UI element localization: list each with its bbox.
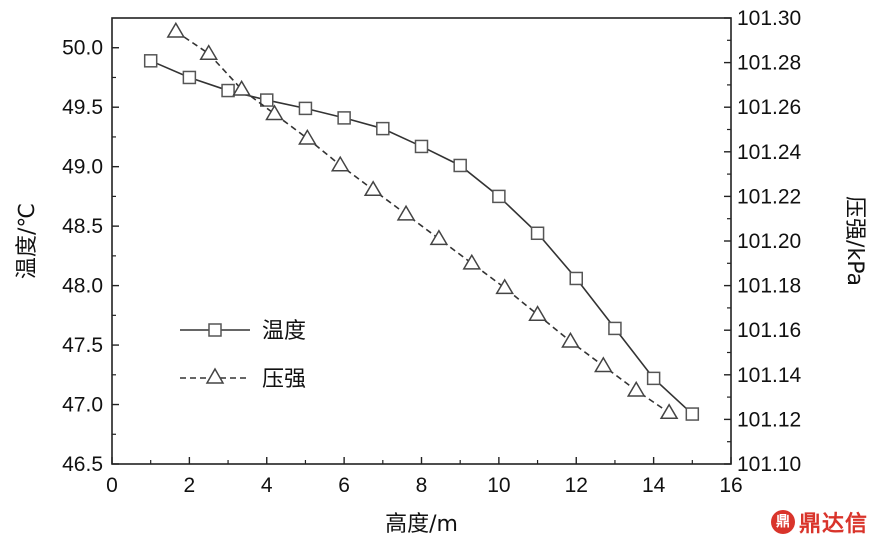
- y-tick-label: 47.5: [62, 334, 103, 357]
- y2-tick-label: 101.24: [737, 141, 802, 164]
- data-point-triangle: [561, 331, 580, 348]
- legend-marker-square: [208, 323, 222, 337]
- x-tick-label: 6: [338, 474, 350, 497]
- y2-tick-label: 101.16: [737, 319, 801, 342]
- plot-border: [111, 17, 732, 465]
- data-point-square: [298, 101, 313, 116]
- legend-item-temperature: 温度: [180, 319, 306, 344]
- x-tick-label: 0: [106, 474, 118, 497]
- data-point-square: [492, 189, 506, 204]
- logo-badge-icon: 鼎: [770, 510, 795, 534]
- y-tick-label: 46.5: [62, 453, 103, 476]
- data-point-triangle: [232, 79, 251, 96]
- plot-frame: [111, 17, 732, 465]
- data-point-triangle: [199, 44, 219, 61]
- y-tick-label: 49.0: [62, 156, 103, 179]
- x-tick-label: 14: [642, 474, 666, 497]
- data-point-triangle: [626, 380, 646, 397]
- data-point-square: [221, 83, 235, 98]
- data-point-square: [337, 111, 351, 125]
- x-tick-label: 4: [261, 474, 273, 497]
- legend-label-pressure: 压强: [262, 367, 306, 392]
- data-point-triangle: [363, 180, 383, 197]
- series-layer: [143, 21, 700, 421]
- logo-text: 鼎达信: [798, 512, 868, 537]
- x-tick-label: 16: [719, 474, 742, 497]
- data-point-square: [414, 139, 429, 154]
- data-point-triangle: [429, 229, 449, 246]
- data-point-triangle: [659, 403, 679, 420]
- data-point-square: [143, 54, 158, 68]
- data-point-triangle: [495, 278, 514, 295]
- y2-axis-title: 压强/kPa: [842, 196, 867, 286]
- data-point-square: [376, 121, 390, 136]
- x-tick-label: 8: [416, 474, 428, 497]
- data-point-square: [260, 93, 274, 107]
- data-point-square: [530, 226, 545, 241]
- y-axis-left: 46.5 47.0 47.5 48.0 48.5 49.0 49.5 50.0: [62, 37, 119, 476]
- data-point-triangle: [298, 128, 317, 145]
- data-point-triangle: [265, 104, 284, 121]
- y2-tick-label: 101.20: [737, 230, 801, 253]
- y2-tick-label: 101.10: [737, 453, 801, 476]
- data-point-square: [569, 271, 583, 286]
- y-tick-label: 47.0: [62, 394, 103, 417]
- series-line: [175, 30, 670, 414]
- watermark-logo: 鼎 鼎达信: [770, 506, 868, 538]
- x-tick-label: 12: [565, 474, 588, 497]
- data-point-square: [685, 407, 700, 421]
- y-axis-right: 101.10 101.12 101.14 101.16 101.18 101.20 101.…: [724, 7, 802, 476]
- data-point-triangle: [594, 356, 613, 373]
- series-line: [150, 60, 693, 415]
- y-tick-label: 50.0: [62, 37, 103, 60]
- legend-marker-triangle: [205, 367, 225, 384]
- data-point-square: [646, 371, 661, 386]
- data-point-triangle: [396, 204, 416, 221]
- data-point-square: [453, 158, 467, 173]
- y-axis-title: 温度/℃: [15, 203, 40, 279]
- series-pressure: [166, 21, 679, 420]
- y-tick-label: 48.0: [62, 275, 103, 298]
- y2-tick-label: 101.22: [737, 185, 801, 208]
- y2-tick-label: 101.18: [737, 275, 801, 298]
- data-point-triangle: [330, 155, 350, 172]
- y2-tick-label: 101.26: [737, 96, 801, 119]
- y-tick-label: 48.5: [62, 215, 103, 238]
- legend-item-pressure: 压强: [180, 367, 306, 392]
- legend-label-temperature: 温度: [262, 319, 306, 344]
- x-tick-label: 2: [184, 474, 196, 497]
- y2-tick-label: 101.28: [737, 52, 801, 75]
- x-axis-title: 高度/m: [385, 512, 458, 537]
- data-point-triangle: [166, 21, 186, 38]
- data-point-triangle: [462, 253, 482, 270]
- legend: 温度 压强: [180, 319, 306, 392]
- data-point-triangle: [528, 305, 547, 321]
- data-point-square: [182, 70, 197, 85]
- y2-tick-label: 101.14: [737, 364, 802, 387]
- series-temperature: [143, 54, 700, 421]
- x-tick-label: 10: [487, 474, 510, 497]
- y2-tick-label: 101.30: [737, 7, 801, 30]
- y-tick-label: 49.5: [62, 96, 103, 119]
- data-point-square: [608, 321, 622, 336]
- y2-tick-label: 101.12: [737, 408, 801, 431]
- x-axis: 0 2 4 6 8 10 12 14 16: [106, 457, 743, 497]
